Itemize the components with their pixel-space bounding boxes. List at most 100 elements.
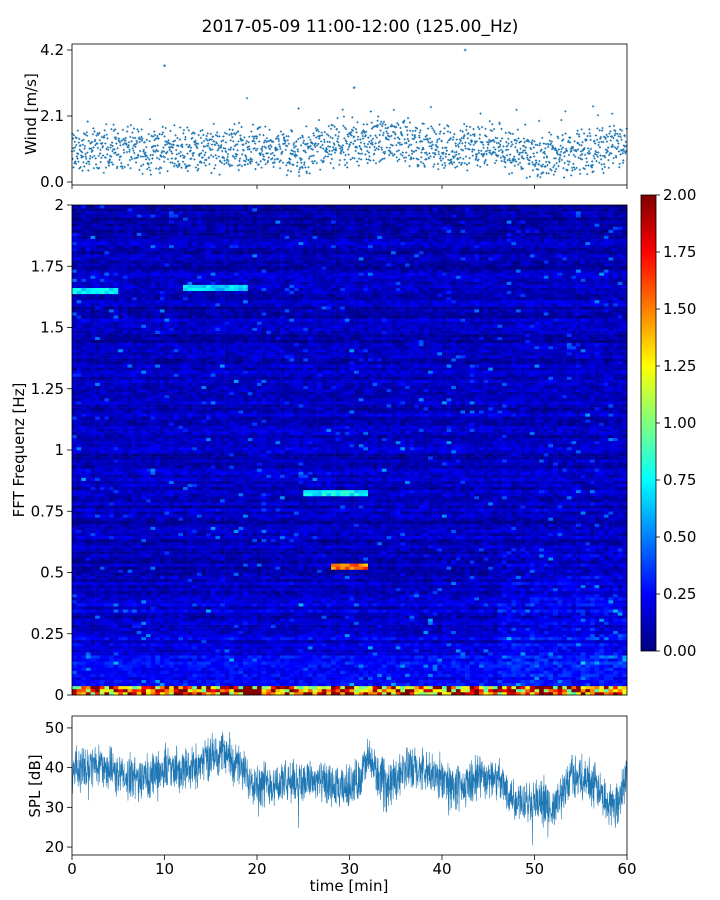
heatmap-cell <box>141 673 147 677</box>
heatmap-cell <box>381 664 387 668</box>
heatmap-cell <box>608 600 614 604</box>
heatmap-cell <box>173 606 179 610</box>
heatmap-cell <box>358 642 364 647</box>
heatmap-cell <box>506 652 512 656</box>
heatmap-cell <box>492 603 498 607</box>
heatmap-cell <box>155 593 161 598</box>
heatmap-cell <box>173 658 179 662</box>
heatmap-cell <box>155 606 161 610</box>
heatmap-cell <box>354 572 360 576</box>
heatmap-cell <box>317 603 323 607</box>
heatmap-cell <box>132 606 138 610</box>
heatmap-cell <box>280 670 286 674</box>
heatmap-cell <box>247 597 253 601</box>
heatmap-cell <box>516 655 521 659</box>
heatmap-cell <box>599 581 605 586</box>
heatmap-cell <box>400 624 406 628</box>
heatmap-cell <box>294 612 299 616</box>
heatmap-cell <box>340 658 346 662</box>
heatmap-cell <box>266 593 272 598</box>
heatmap-cell <box>196 618 202 622</box>
heatmap-cell <box>483 685 489 690</box>
heatmap-cell <box>136 658 142 662</box>
heatmap-cell <box>599 609 605 613</box>
heatmap-cell <box>446 587 452 592</box>
heatmap-cell <box>617 652 623 656</box>
heatmap-cell <box>220 584 225 589</box>
heatmap-cell <box>502 600 508 604</box>
heatmap-cell <box>395 670 401 674</box>
heatmap-cell <box>349 612 355 616</box>
heatmap-cell <box>183 639 188 644</box>
heatmap-cell <box>525 615 531 619</box>
heatmap-cell <box>275 587 281 592</box>
heatmap-cell <box>233 590 239 595</box>
heatmap-cell <box>381 584 387 589</box>
heatmap-cell <box>173 633 179 638</box>
heatmap-cell <box>136 630 142 635</box>
heatmap-cell <box>469 682 475 687</box>
heatmap-cell <box>354 679 360 684</box>
heatmap-cell <box>206 655 212 659</box>
heatmap-cell <box>76 615 82 619</box>
heatmap-cell <box>372 673 378 677</box>
heatmap-cell <box>206 600 212 604</box>
heatmap-cell <box>136 627 142 631</box>
heatmap-cell <box>238 584 244 589</box>
heatmap-cell <box>594 691 600 696</box>
heatmap-cell <box>617 590 623 595</box>
heatmap-cell <box>358 578 364 582</box>
heatmap-cell <box>76 578 82 582</box>
heatmap-cell <box>99 627 105 631</box>
heatmap-cell <box>169 691 175 696</box>
heatmap-cell <box>326 606 332 610</box>
heatmap-cell <box>372 630 378 635</box>
heatmap-cell <box>599 627 605 631</box>
heatmap-cell <box>455 685 461 690</box>
heatmap-cell <box>520 597 526 601</box>
heatmap-cell <box>284 587 290 592</box>
heatmap-cell <box>136 670 142 674</box>
heatmap-cell <box>206 606 212 610</box>
heatmap-cell <box>349 661 355 665</box>
heatmap-cell <box>201 593 207 598</box>
heatmap-cell <box>474 691 480 696</box>
heatmap-cell <box>386 603 392 607</box>
heatmap-cell <box>617 633 623 638</box>
heatmap-cell <box>294 584 299 589</box>
heatmap-cell <box>113 578 119 582</box>
heatmap-cell <box>358 569 364 573</box>
heatmap-cell <box>127 691 133 696</box>
heatmap-cell <box>169 581 175 586</box>
heatmap-cell <box>280 639 286 644</box>
heatmap-cell <box>206 575 212 579</box>
heatmap-cell <box>224 661 230 665</box>
heatmap-cell <box>122 603 128 607</box>
heatmap-cell <box>289 581 295 586</box>
heatmap-cell <box>608 688 614 693</box>
heatmap-cell <box>599 658 605 662</box>
heatmap-cell <box>224 624 230 628</box>
heatmap-cell <box>224 688 230 693</box>
heatmap-cell <box>155 661 161 665</box>
heatmap-cell <box>340 646 346 650</box>
heatmap-cell <box>465 581 471 586</box>
heatmap-cell <box>553 615 558 619</box>
heatmap-cell <box>497 584 503 589</box>
heatmap-cell <box>122 673 128 677</box>
heatmap-cell <box>442 581 447 586</box>
heatmap-cell <box>72 584 77 589</box>
heatmap-cell <box>280 618 286 622</box>
heatmap-cell <box>525 612 531 616</box>
heatmap-cell <box>562 584 568 589</box>
heatmap-cell <box>298 655 304 659</box>
heatmap-cell <box>363 578 369 582</box>
heatmap-cell <box>460 685 466 690</box>
heatmap-cell <box>534 633 540 638</box>
heatmap-cell <box>497 670 503 674</box>
heatmap-cell <box>104 624 110 628</box>
heatmap-cell <box>474 590 480 595</box>
heatmap-cell <box>340 572 346 576</box>
heatmap-cell <box>164 646 170 650</box>
heatmap-cell <box>270 682 276 687</box>
